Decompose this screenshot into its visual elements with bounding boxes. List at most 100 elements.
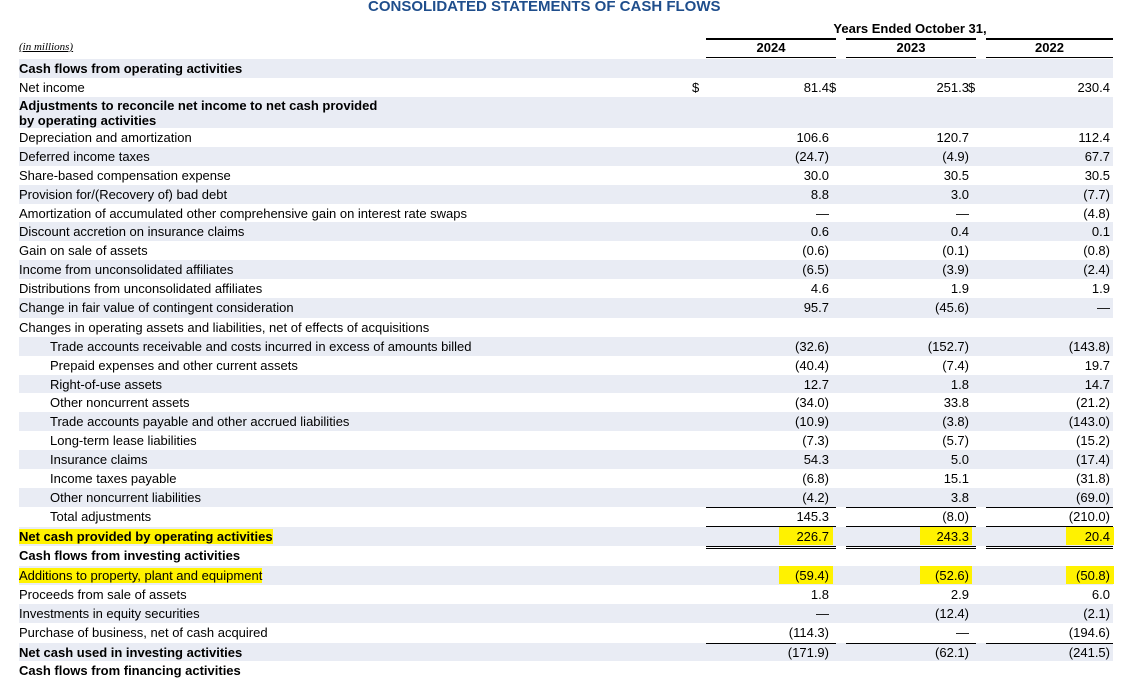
table-row: Cash flows from financing activities <box>19 661 1113 680</box>
subtotal-rule <box>706 643 836 644</box>
value-cell-2023: (3.8) <box>942 414 969 429</box>
row-label: Net cash provided by operating activitie… <box>19 529 273 544</box>
row-label-text: Trade accounts payable and other accrued… <box>50 414 350 429</box>
row-label-text: Depreciation and amortization <box>19 130 192 145</box>
row-label: Purchase of business, net of cash acquir… <box>19 625 268 640</box>
row-label: Trade accounts receivable and costs incu… <box>50 339 472 354</box>
value-cell-2024: 54.3 <box>803 452 829 467</box>
value-cell-2022: (2.4) <box>1083 262 1110 277</box>
value-cell-2023: (12.4) <box>935 606 969 621</box>
row-label: Gain on sale of assets <box>19 243 148 258</box>
table-row: Deferred income taxes (24.7) (4.9) 67.7 <box>19 147 1113 166</box>
value-cell-2024: (59.4) <box>795 568 829 583</box>
row-label: Changes in operating assets and liabilit… <box>19 320 429 335</box>
years-header: Years Ended October 31, <box>833 21 987 36</box>
row-label-text: Amortization of accumulated other compre… <box>19 206 468 221</box>
value-cell-2022: (210.0) <box>1068 509 1110 524</box>
subtotal-rule <box>706 507 836 508</box>
row-label-text: Additions to property, plant and equipme… <box>19 568 263 583</box>
row-label-text: Cash flows from operating activities <box>19 61 243 76</box>
value-cell-2022: 20.4 <box>1084 529 1110 544</box>
value-cell-2023: (5.7) <box>942 433 969 448</box>
table-row: Trade accounts payable and other accrued… <box>19 412 1113 431</box>
table-row: Change in fair value of contingent consi… <box>19 298 1113 318</box>
value-cell-2023: 243.3 <box>936 529 969 544</box>
value-cell-2022: (2.1) <box>1083 606 1110 621</box>
row-label-text: Cash flows from investing activities <box>19 548 241 563</box>
value-cell-2024: 1.8 <box>810 587 829 602</box>
value-cell-2022: (21.2) <box>1076 395 1110 410</box>
row-label: Cash flows from operating activities <box>19 61 242 76</box>
value-cell-2022: (143.8) <box>1068 339 1110 354</box>
value-cell-2022: 19.7 <box>1084 358 1110 373</box>
value-cell-2023: (62.1) <box>935 645 969 660</box>
value-highlight <box>1066 527 1114 545</box>
value-cell-2023: (4.9) <box>942 149 969 164</box>
value-cell-2024: (0.6) <box>802 243 829 258</box>
row-label: Provision for/(Recovery of) bad debt <box>19 187 227 202</box>
row-label: Share-based compensation expense <box>19 168 231 183</box>
value-cell-2024: (6.5) <box>802 262 829 277</box>
table-row: Share-based compensation expense 30.0 30.5… <box>19 166 1113 185</box>
row-label: Cash flows from financing activities <box>19 663 241 678</box>
header-underline <box>986 57 1113 58</box>
value-cell-2024: 106.6 <box>796 130 829 145</box>
value-cell-2023: 3.0 <box>950 187 969 202</box>
row-label-text: Gain on sale of assets <box>19 243 148 258</box>
value-cell-2022: (143.0) <box>1068 414 1110 429</box>
table-row: Other noncurrent liabilities (4.2) 3.8 (69.… <box>19 488 1113 507</box>
value-cell-2024: 226.7 <box>796 529 829 544</box>
value-cell-2024: — <box>816 206 829 221</box>
row-label-text: Distributions from unconsolidated affili… <box>19 281 263 296</box>
value-cell-2024: (171.9) <box>787 645 829 660</box>
table-row: Depreciation and amortization 106.6 120.7 1… <box>19 128 1113 147</box>
value-cell-2024: (114.3) <box>788 625 829 640</box>
value-cell-2024: 8.8 <box>810 187 829 202</box>
row-label-text: Proceeds from sale of assets <box>19 587 187 602</box>
year-2023-header: 2023 <box>896 40 926 55</box>
row-label: Additions to property, plant and equipme… <box>19 568 263 583</box>
value-highlight <box>920 566 972 584</box>
value-cell-2022: (4.8) <box>1083 206 1110 221</box>
value-highlight <box>1066 566 1114 584</box>
table-row: Adjustments to reconcile net income to n… <box>19 97 1113 128</box>
row-label: Proceeds from sale of assets <box>19 587 187 602</box>
row-label-text: Discount accretion on insurance claims <box>19 224 245 239</box>
table-row: Income taxes payable (6.8) 15.1 (31.8) <box>19 469 1113 488</box>
value-cell-2023: — <box>956 625 969 640</box>
row-label-text: Net cash used in investing activities <box>19 645 243 660</box>
row-label-text: Long-term lease liabilities <box>50 433 197 448</box>
value-cell-2024: 0.6 <box>810 224 829 239</box>
value-cell-2022: (7.7) <box>1083 187 1110 202</box>
row-label-text: Deferred income taxes <box>19 149 150 164</box>
value-cell-2023: (52.6) <box>935 568 969 583</box>
dollar-sign: $ <box>968 80 976 95</box>
table-row: Gain on sale of assets (0.6) (0.1) (0.8) <box>19 241 1113 260</box>
row-label-text: Trade accounts receivable and costs incu… <box>50 339 472 354</box>
row-label: Investments in equity securities <box>19 606 200 621</box>
value-cell-2024: (34.0) <box>795 395 829 410</box>
row-label-text: Insurance claims <box>50 452 148 467</box>
total-rule-bottom <box>986 546 1113 549</box>
row-label-text: Purchase of business, net of cash acquir… <box>19 625 268 640</box>
header-rule <box>706 38 836 40</box>
row-label-text: Total adjustments <box>50 509 152 524</box>
value-cell-2022: (194.6) <box>1068 625 1110 640</box>
table-row: Discount accretion on insurance claims 0.… <box>19 222 1113 241</box>
table-row: Income from unconsolidated affiliates (6.… <box>19 260 1113 279</box>
table-row: Long-term lease liabilities (7.3) (5.7) (15… <box>19 431 1113 450</box>
row-label-text: Share-based compensation expense <box>19 168 231 183</box>
row-label-text-continued: by operating activities <box>19 113 157 128</box>
value-highlight <box>920 527 972 545</box>
row-label-text: Changes in operating assets and liabilit… <box>19 320 430 335</box>
row-label: Net income <box>19 80 85 95</box>
table-row: Net cash provided by operating activitie… <box>19 527 1114 546</box>
value-cell-2023: 5.0 <box>950 452 969 467</box>
value-cell-2023: 1.8 <box>950 377 969 392</box>
row-label-text: Net income <box>19 80 85 95</box>
total-rule-bottom <box>706 546 836 549</box>
row-label: Total adjustments <box>50 509 151 524</box>
value-cell-2024: 81.4 <box>803 80 829 95</box>
table-row: Additions to property, plant and equipme… <box>19 566 1114 585</box>
value-cell-2023: (152.7) <box>927 339 969 354</box>
